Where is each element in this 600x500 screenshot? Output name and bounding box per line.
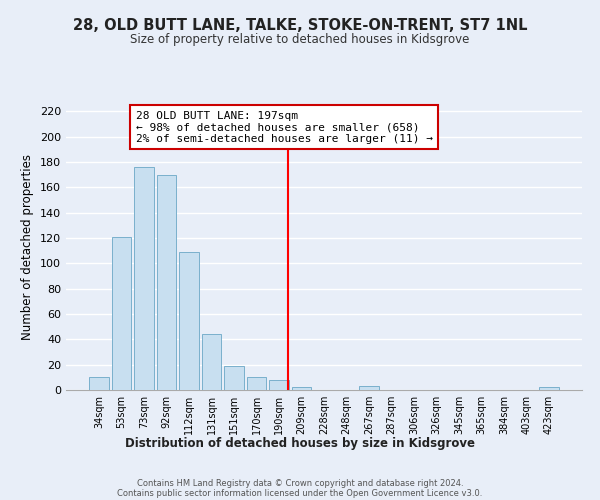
Y-axis label: Number of detached properties: Number of detached properties xyxy=(22,154,34,340)
Text: Contains HM Land Registry data © Crown copyright and database right 2024.: Contains HM Land Registry data © Crown c… xyxy=(137,478,463,488)
Text: Contains public sector information licensed under the Open Government Licence v3: Contains public sector information licen… xyxy=(118,488,482,498)
Text: Size of property relative to detached houses in Kidsgrove: Size of property relative to detached ho… xyxy=(130,32,470,46)
Bar xyxy=(269,380,289,390)
Bar xyxy=(224,366,244,390)
Bar xyxy=(134,167,154,390)
Bar xyxy=(112,236,131,390)
Bar xyxy=(202,334,221,390)
Bar xyxy=(359,386,379,390)
Bar xyxy=(157,174,176,390)
Text: 28 OLD BUTT LANE: 197sqm
← 98% of detached houses are smaller (658)
2% of semi-d: 28 OLD BUTT LANE: 197sqm ← 98% of detach… xyxy=(136,110,433,144)
Bar xyxy=(179,252,199,390)
Bar xyxy=(247,378,266,390)
Text: Distribution of detached houses by size in Kidsgrove: Distribution of detached houses by size … xyxy=(125,438,475,450)
Bar xyxy=(292,388,311,390)
Bar xyxy=(89,378,109,390)
Text: 28, OLD BUTT LANE, TALKE, STOKE-ON-TRENT, ST7 1NL: 28, OLD BUTT LANE, TALKE, STOKE-ON-TRENT… xyxy=(73,18,527,32)
Bar xyxy=(539,388,559,390)
